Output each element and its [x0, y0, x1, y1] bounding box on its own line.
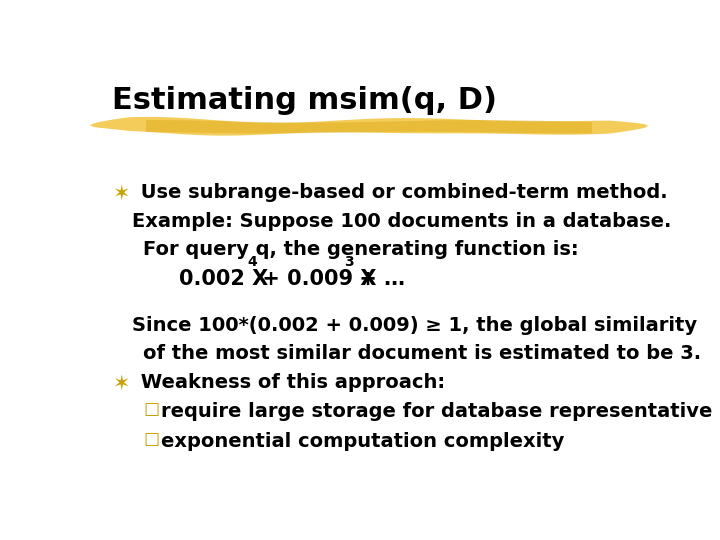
Text: + 0.009 X: + 0.009 X: [255, 268, 377, 288]
Text: 0.002 X: 0.002 X: [179, 268, 269, 288]
Text: of the most similar document is estimated to be 3.: of the most similar document is estimate…: [143, 344, 701, 363]
Polygon shape: [146, 120, 592, 133]
Text: ✶: ✶: [112, 183, 130, 203]
Text: Weakness of this approach:: Weakness of this approach:: [133, 373, 445, 393]
Text: ☐: ☐: [143, 431, 159, 449]
Text: 4: 4: [248, 255, 257, 269]
Text: Estimating msim(q, D): Estimating msim(q, D): [112, 85, 498, 114]
Text: For query q, the generating function is:: For query q, the generating function is:: [143, 240, 579, 259]
Text: 3: 3: [344, 255, 354, 269]
Text: ☐: ☐: [143, 402, 159, 421]
Text: exponential computation complexity: exponential computation complexity: [161, 431, 564, 450]
Text: Use subrange-based or combined-term method.: Use subrange-based or combined-term meth…: [133, 183, 667, 202]
Text: + …: + …: [352, 268, 405, 288]
Text: ✶: ✶: [112, 373, 130, 393]
Text: Example: Suppose 100 documents in a database.: Example: Suppose 100 documents in a data…: [132, 212, 671, 232]
Text: Since 100*(0.002 + 0.009) ≥ 1, the global similarity: Since 100*(0.002 + 0.009) ≥ 1, the globa…: [132, 316, 697, 335]
Polygon shape: [90, 117, 648, 136]
Text: require large storage for database representative: require large storage for database repre…: [161, 402, 712, 421]
